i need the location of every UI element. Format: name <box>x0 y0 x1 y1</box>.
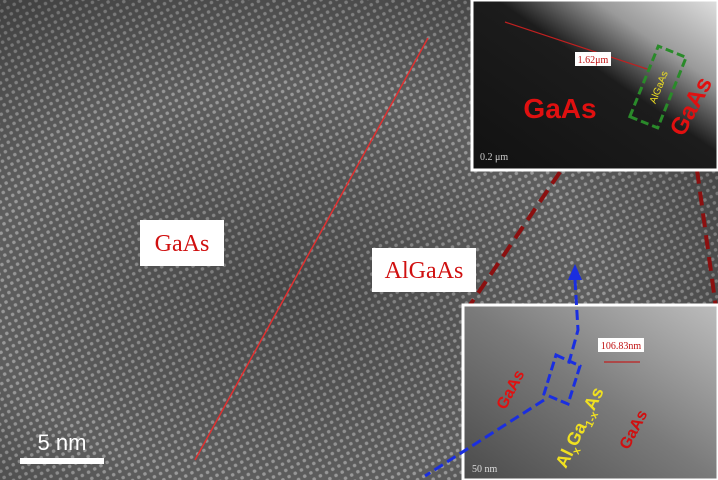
zoom-box <box>542 352 582 407</box>
connector <box>466 170 562 310</box>
label-box <box>372 248 476 292</box>
measurement: 1.62μm <box>578 55 609 66</box>
scale-bar <box>20 458 104 464</box>
interface-line <box>194 37 429 461</box>
label-box <box>140 220 224 266</box>
subscript: x <box>570 445 584 457</box>
label: GaAs <box>155 231 210 257</box>
label: GaAs <box>523 93 596 124</box>
inset-top <box>470 0 718 172</box>
scale-bar-label: 50 nm <box>472 464 498 475</box>
arrow-head <box>568 264 582 280</box>
measure-line <box>504 21 651 71</box>
connector <box>692 147 718 309</box>
measurement: 106.83nm <box>601 341 642 352</box>
label: AlGaAs <box>385 258 464 284</box>
inset-bottom <box>461 303 718 480</box>
scale-bar-label: 5 nm <box>38 430 87 455</box>
scale-bar-label: 0.2 μm <box>480 152 508 163</box>
zoom-line <box>424 398 545 478</box>
label-box <box>598 338 644 352</box>
zoom-line <box>566 279 580 367</box>
label-box <box>575 52 611 66</box>
